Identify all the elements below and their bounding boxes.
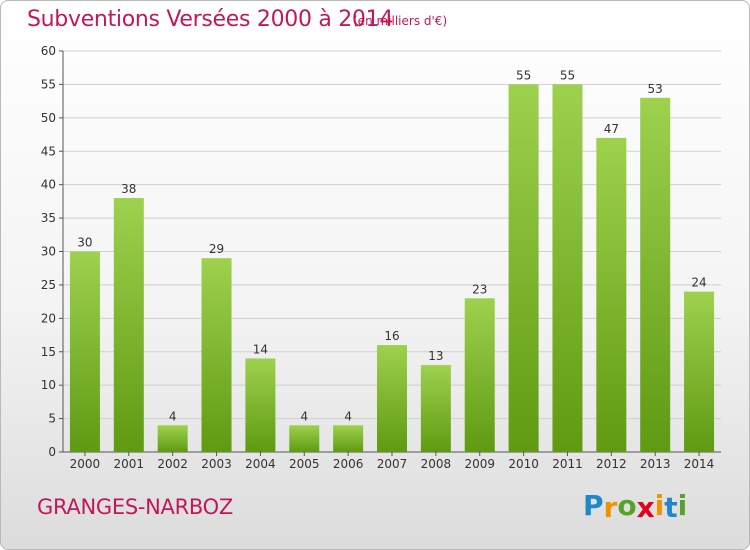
bar-2008 — [420, 365, 451, 452]
brand-letter: i — [677, 489, 688, 522]
bar-2011 — [552, 84, 583, 453]
bar-2007 — [377, 345, 407, 452]
x-tick-label-2004: 2004 — [245, 457, 276, 471]
y-tick-label: 10 — [41, 378, 56, 392]
y-tick-label: 45 — [41, 144, 56, 158]
bars — [69, 84, 715, 453]
y-tick-label: 40 — [41, 178, 56, 192]
x-tick-label-2008: 2008 — [421, 457, 452, 471]
data-label-2003: 29 — [209, 242, 224, 256]
brand-letter: x — [636, 491, 655, 524]
bar-2005 — [289, 425, 320, 452]
y-tick-label: 50 — [41, 111, 56, 125]
bar-2001 — [113, 198, 144, 452]
bar-2004 — [245, 358, 276, 452]
data-label-2010: 55 — [516, 68, 531, 82]
brand-letter: r — [603, 491, 618, 524]
chart-title: Subventions Versées 2000 à 2014 — [27, 7, 394, 32]
brand-letter: i — [654, 489, 665, 522]
bar-2006 — [333, 425, 364, 452]
x-tick-label-2014: 2014 — [684, 457, 715, 471]
data-label-2011: 55 — [560, 68, 575, 82]
y-tick-label: 30 — [41, 245, 56, 259]
bar-2000 — [69, 251, 100, 452]
bar-2002 — [157, 425, 188, 452]
data-label-2014: 24 — [691, 276, 706, 290]
y-tick-label: 55 — [41, 77, 56, 91]
bar-chart: 0 5 10 15 20 25 30 35 40 45 50 55 60 30 38 4 29 14 4 4 16 13… — [41, 44, 721, 471]
data-label-2009: 23 — [472, 282, 487, 296]
x-tick-label-2005: 2005 — [289, 457, 320, 471]
brand-letter: P — [583, 489, 604, 522]
data-label-2007: 16 — [384, 329, 399, 343]
x-tick-label-2010: 2010 — [508, 457, 539, 471]
x-tick-label-2003: 2003 — [201, 457, 232, 471]
data-label-2013: 53 — [648, 82, 663, 96]
y-tick-label: 20 — [41, 311, 56, 325]
data-label-2001: 38 — [121, 182, 136, 196]
brand-letter: t — [664, 491, 678, 524]
commune-name: GRANGES-NARBOZ — [37, 495, 233, 519]
y-tick-label: 15 — [41, 345, 56, 359]
bar-2014 — [684, 291, 715, 452]
brand-letter: o — [617, 489, 637, 522]
data-label-2005: 4 — [300, 409, 308, 423]
x-tick-label-2001: 2001 — [114, 457, 145, 471]
data-label-2006: 4 — [344, 409, 352, 423]
data-label-2000: 30 — [77, 236, 92, 250]
x-tick-label-2007: 2007 — [377, 457, 408, 471]
y-tick-labels: 0 5 10 15 20 25 30 35 40 45 50 55 60 — [41, 44, 56, 459]
x-tick-label-2000: 2000 — [70, 457, 101, 471]
y-tick-label: 60 — [41, 44, 56, 58]
y-tick-label: 0 — [48, 445, 56, 459]
bar-2013 — [640, 97, 671, 453]
bar-2003 — [201, 258, 232, 452]
proxiti-logo: Proxiti — [583, 489, 688, 524]
bar-2012 — [596, 137, 627, 452]
chart-unit: (en milliers d'€) — [353, 14, 448, 28]
x-tick-label-2012: 2012 — [596, 457, 627, 471]
data-labels: 30 38 4 29 14 4 4 16 13 23 55 55 47 53 24 — [77, 68, 706, 423]
bar-2009 — [464, 298, 495, 452]
data-label-2012: 47 — [604, 122, 619, 136]
y-tick-label: 5 — [48, 412, 56, 426]
x-tick-label-2006: 2006 — [333, 457, 364, 471]
x-tick-label-2002: 2002 — [157, 457, 188, 471]
x-tick-label-2013: 2013 — [640, 457, 671, 471]
y-tick-label: 25 — [41, 278, 56, 292]
data-label-2008: 13 — [428, 349, 443, 363]
x-tick-labels: 2000 2001 2002 2003 2004 2005 2006 2007 2008 2009… — [70, 457, 715, 471]
x-tick-label-2009: 2009 — [464, 457, 495, 471]
bar-2010 — [508, 84, 539, 453]
data-label-2002: 4 — [169, 409, 177, 423]
data-label-2004: 14 — [253, 342, 268, 356]
y-tick-label: 35 — [41, 211, 56, 225]
x-tick-label-2011: 2011 — [552, 457, 583, 471]
